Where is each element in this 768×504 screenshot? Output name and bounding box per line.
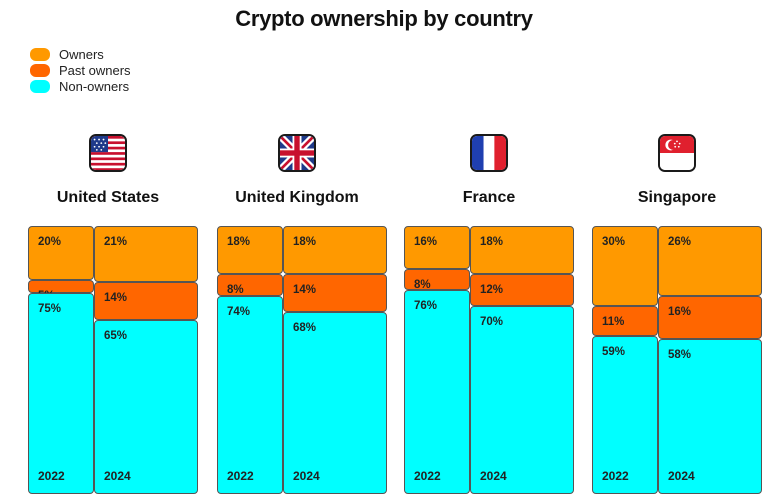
data-label: 12%: [480, 284, 504, 297]
mekko-united-states: 20% 5%75% 2022 21% 14% 65% 2024: [28, 226, 200, 494]
data-label: 14%: [104, 292, 128, 305]
mekko-united-kingdom: 18% 8% 74% 2022 18% 14% 68% 2024: [217, 226, 389, 494]
data-label: 18%: [293, 236, 317, 248]
legend-item-owners: Owners: [30, 46, 131, 62]
bar-singapore-2022-past-owners: 11%: [592, 306, 658, 336]
legend-label-non-owners: Non-owners: [59, 78, 130, 94]
singapore-flag-icon: [658, 134, 696, 172]
year-label-2024: 2024: [293, 469, 320, 483]
bar-united-kingdom-2022-past-owners: 8%: [217, 274, 283, 297]
data-label: 59%: [602, 345, 626, 358]
year-label-2022: 2022: [602, 469, 629, 483]
bar-france-2022-non-owners: 76%: [404, 290, 470, 494]
country-name-singapore: Singapore: [637, 189, 717, 206]
data-label: 30%: [602, 236, 626, 248]
bar-france-2022-past-owners: 8%: [404, 268, 470, 291]
legend: Owners Past owners Non-owners: [30, 46, 131, 94]
data-label: 21%: [104, 236, 128, 248]
country-name-united-kingdom: United Kingdom: [235, 189, 359, 206]
chart-title: Crypto ownership by country: [235, 6, 533, 31]
data-label: 18%: [227, 236, 251, 248]
bar-singapore-2024-owners: 26%: [658, 226, 762, 296]
data-label: 74%: [227, 305, 251, 318]
bar-united-states-2022-non-owners: 75%: [28, 293, 94, 494]
bar-france-2022-owners: 16%: [404, 226, 470, 269]
legend-label-past-owners: Past owners: [59, 62, 131, 78]
bar-united-kingdom-2024-owners: 18%: [283, 226, 387, 275]
bar-france-2024-non-owners: 70%: [470, 306, 574, 494]
bar-singapore-2024-non-owners: 58%: [658, 338, 762, 494]
uk-flag-icon: [278, 134, 316, 172]
bar-united-kingdom-2024-past-owners: 14%: [283, 274, 387, 312]
data-label: 68%: [293, 321, 317, 334]
bar-singapore-2022-non-owners: 59%: [592, 335, 658, 494]
bar-united-states-2024-non-owners: 65%: [94, 319, 198, 494]
data-label: 18%: [480, 236, 504, 248]
bar-united-kingdom-2024-non-owners: 68%: [283, 311, 387, 494]
bar-united-states-2022-owners: 20%: [28, 226, 94, 280]
data-label: 76%: [414, 300, 438, 313]
legend-item-non-owners: Non-owners: [30, 78, 131, 94]
bar-united-states-2024-owners: 21%: [94, 226, 198, 283]
data-label: 16%: [414, 236, 438, 248]
data-label: 8%: [227, 284, 244, 297]
bar-france-2024-owners: 18%: [470, 226, 574, 275]
data-label: 70%: [480, 316, 504, 329]
year-label-2024: 2024: [104, 469, 131, 483]
legend-swatch-non-owners: [30, 79, 50, 93]
year-label-2022: 2022: [414, 469, 441, 483]
mekko-france: 16% 8% 76% 2022 18% 12% 70% 2024: [404, 226, 576, 494]
bar-singapore-2022-owners: 30%: [592, 226, 658, 307]
data-label: 26%: [668, 236, 692, 248]
country-name-france: France: [462, 189, 516, 206]
legend-item-past-owners: Past owners: [30, 62, 131, 78]
legend-swatch-past-owners: [30, 63, 50, 77]
data-label: 20%: [38, 236, 62, 248]
country-name-united-states: United States: [56, 189, 160, 206]
data-label: 65%: [104, 329, 128, 342]
year-label-2022: 2022: [38, 469, 65, 483]
us-flag-icon: [89, 134, 127, 172]
data-label: 8%: [414, 278, 431, 291]
mekko-singapore: 30% 11% 59% 2022 26% 16% 58% 2024: [592, 226, 764, 494]
year-label-2024: 2024: [668, 469, 695, 483]
bar-singapore-2024-past-owners: 16%: [658, 295, 762, 339]
bar-united-kingdom-2022-non-owners: 74%: [217, 295, 283, 494]
data-label: 75%: [38, 303, 62, 315]
data-label: 16%: [668, 305, 692, 318]
bar-united-kingdom-2022-owners: 18%: [217, 226, 283, 275]
bar-france-2024-past-owners: 12%: [470, 274, 574, 307]
data-label: 14%: [293, 284, 317, 297]
year-label-2022: 2022: [227, 469, 254, 483]
legend-swatch-owners: [30, 47, 50, 61]
data-label: 11%: [602, 316, 625, 329]
france-flag-icon: [470, 134, 508, 172]
year-label-2024: 2024: [480, 469, 507, 483]
legend-label-owners: Owners: [59, 46, 104, 62]
data-label: 58%: [668, 348, 692, 361]
bar-united-states-2024-past-owners: 14%: [94, 282, 198, 320]
bar-united-states-2022-past-owners: 5%: [28, 279, 94, 302]
